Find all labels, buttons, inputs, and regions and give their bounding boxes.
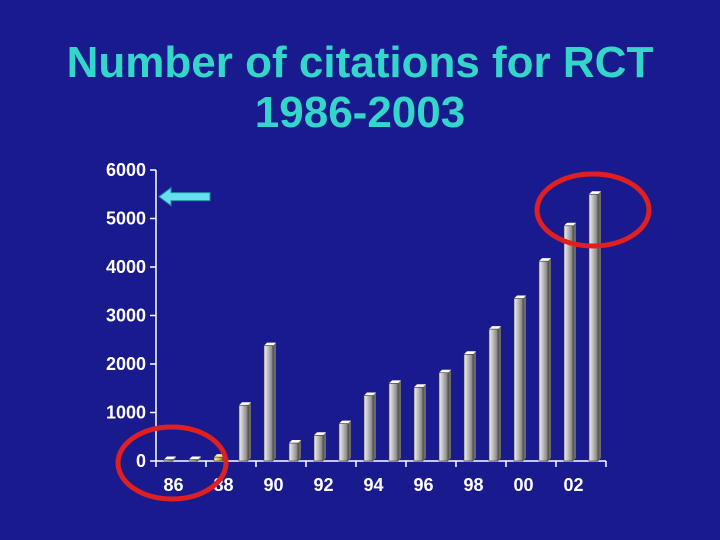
y-tick-label: 1000 [106, 403, 146, 423]
bar-side [248, 402, 251, 461]
ellipse-annotation-low [115, 424, 229, 502]
x-tick-label: 02 [563, 475, 583, 495]
bar-side [348, 420, 351, 461]
bar-top [439, 369, 451, 373]
bar-top [414, 384, 426, 388]
x-tick-label: 92 [313, 475, 333, 495]
bar-side [548, 258, 551, 461]
bar-side [498, 326, 501, 461]
ellipse-annotation-high [534, 171, 652, 249]
bar-top [464, 351, 476, 355]
bar-side [598, 191, 601, 461]
chart-title-line-1: Number of citations for RCT [66, 38, 654, 87]
y-tick-label: 3000 [106, 306, 146, 326]
bar-side [573, 222, 576, 461]
bar-side [298, 440, 301, 461]
bar-top [389, 380, 401, 384]
bar-99 [488, 328, 499, 462]
bar-top [189, 456, 201, 460]
bar-side [398, 380, 401, 461]
bar-top [339, 420, 351, 424]
bar-side [198, 456, 201, 461]
bar-03 [588, 193, 599, 462]
bar-94 [363, 395, 374, 462]
y-tick-label: 0 [136, 451, 146, 471]
x-tick-label: 96 [413, 475, 433, 495]
bar-top [514, 295, 526, 299]
bar-top [564, 222, 576, 226]
bar-88 [213, 456, 224, 462]
bar-95 [388, 383, 399, 462]
y-tick-label: 5000 [106, 209, 146, 229]
bar-98 [463, 353, 474, 462]
bar-top [314, 432, 326, 436]
bar-side [523, 295, 526, 461]
arrow-annotation [158, 186, 211, 207]
chart-title-line-2: 1986-2003 [254, 88, 466, 137]
x-tick-label: 94 [363, 475, 383, 495]
y-tick-label: 6000 [106, 160, 146, 180]
bar-side [423, 384, 426, 461]
bar-side [373, 392, 376, 461]
bar-top [364, 392, 376, 396]
bar-91 [288, 442, 299, 462]
bar-top [589, 191, 601, 195]
bar-side [173, 456, 176, 461]
bar-top [539, 258, 551, 262]
bar-90 [263, 345, 274, 462]
chart-title: Number of citations for RCT 1986-2003 [0, 38, 720, 138]
bar-top [289, 440, 301, 444]
bar-97 [438, 372, 449, 462]
bar-side [473, 351, 476, 461]
x-tick-label: 90 [263, 475, 283, 495]
bar-top [164, 456, 176, 460]
bar-side [448, 369, 451, 461]
bar-92 [313, 434, 324, 462]
bar-01 [538, 260, 549, 462]
bar-side [273, 342, 276, 461]
y-tick-label: 4000 [106, 257, 146, 277]
bar-02 [563, 225, 574, 462]
bar-top [489, 326, 501, 330]
y-tick-label: 2000 [106, 354, 146, 374]
x-tick-label: 98 [463, 475, 483, 495]
x-tick-label: 86 [163, 475, 183, 495]
x-tick-label: 00 [513, 475, 533, 495]
bar-side [323, 432, 326, 461]
bar-87 [188, 459, 199, 462]
bar-93 [338, 423, 349, 462]
bar-86 [163, 459, 174, 462]
bar-96 [413, 386, 424, 462]
bar-00 [513, 298, 524, 462]
bar-top [264, 342, 276, 346]
bar-89 [238, 404, 249, 462]
bar-top [239, 402, 251, 406]
